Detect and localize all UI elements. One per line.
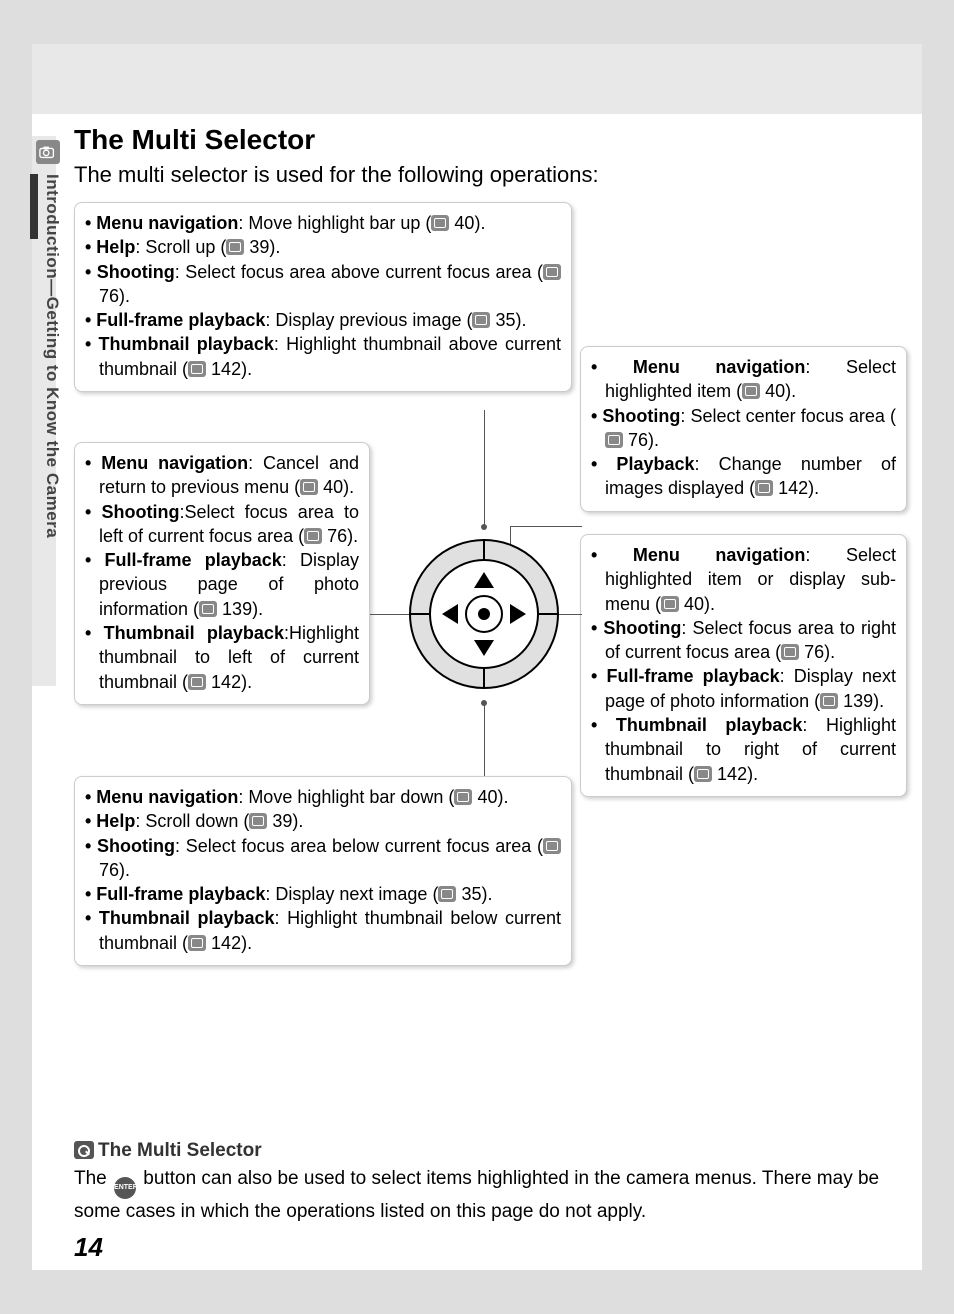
manual-page: Introduction—Getting to Know the Camera … — [32, 44, 922, 1270]
list-item: • Help: Scroll down ( 39). — [85, 809, 561, 833]
footer-note: The Multi Selector The ENTER button can … — [74, 1140, 912, 1225]
magnifier-icon — [74, 1141, 94, 1159]
item-label: • Help — [85, 811, 135, 831]
list-item: • Full-frame playback: Display next page… — [591, 664, 896, 713]
page-ref-icon — [694, 766, 712, 782]
callout-center: • Menu navigation: Select highlighted it… — [580, 346, 907, 512]
page-ref-icon — [755, 480, 773, 496]
page-ref-icon — [742, 383, 760, 399]
list-item: • Menu navigation: Select highlighted it… — [591, 543, 896, 616]
item-label: • Full-frame playback — [591, 666, 780, 686]
page-ref-icon — [472, 312, 490, 328]
leader-up — [484, 410, 485, 528]
list-item: • Shooting: Select focus area above curr… — [85, 260, 561, 309]
item-label: • Shooting — [85, 502, 179, 522]
camera-icon — [36, 140, 60, 164]
list-item: • Full-frame playback: Display next imag… — [85, 882, 561, 906]
footer-title: The Multi Selector — [98, 1140, 262, 1161]
list-item: • Thumbnail playback: Highlight thumbnai… — [591, 713, 896, 786]
page-number: 14 — [74, 1232, 103, 1263]
item-label: • Shooting — [85, 836, 175, 856]
list-item: • Menu navigation: Move highlight bar do… — [85, 785, 561, 809]
item-label: • Shooting — [85, 262, 175, 282]
item-label: • Menu navigation — [85, 453, 248, 473]
list-item: • Full-frame playback: Display previous … — [85, 308, 561, 332]
list-item: • Shooting: Select focus area to right o… — [591, 616, 896, 665]
item-label: • Shooting — [591, 618, 681, 638]
item-label: • Menu navigation — [591, 545, 805, 565]
list-center: • Menu navigation: Select highlighted it… — [591, 355, 896, 501]
page-ref-icon — [249, 813, 267, 829]
footer-post: button can also be used to select items … — [74, 1168, 879, 1222]
list-item: • Thumbnail playback: Highlight thumbnai… — [85, 906, 561, 955]
footer-pre: The — [74, 1168, 112, 1189]
list-right: • Menu navigation: Select highlighted it… — [591, 543, 896, 786]
item-label: • Thumbnail playback — [85, 908, 275, 928]
page-ref-icon — [661, 596, 679, 612]
list-item: • Menu navigation: Select highlighted it… — [591, 355, 896, 404]
item-label: • Menu navigation — [85, 213, 238, 233]
page-ref-icon — [199, 601, 217, 617]
list-item: • Full-frame playback: Display previous … — [85, 548, 359, 621]
enter-button-icon: ENTER — [114, 1177, 136, 1199]
multi-selector-diagram — [392, 522, 576, 706]
list-left: • Menu navigation: Cancel and return to … — [85, 451, 359, 694]
item-label: • Thumbnail playback — [85, 334, 274, 354]
item-label: • Thumbnail playback — [591, 715, 802, 735]
list-item: • Thumbnail playback: Highlight thumbnai… — [85, 332, 561, 381]
page-ref-icon — [438, 886, 456, 902]
callout-down: • Menu navigation: Move highlight bar do… — [74, 776, 572, 966]
page-ref-icon — [188, 674, 206, 690]
item-label: • Menu navigation — [591, 357, 805, 377]
page-ref-icon — [781, 644, 799, 660]
list-up: • Menu navigation: Move highlight bar up… — [85, 211, 561, 381]
page-title: The Multi Selector — [74, 124, 315, 156]
footer-body: The ENTER button can also be used to sel… — [74, 1166, 912, 1225]
leader-down — [484, 704, 485, 776]
side-marker — [30, 174, 38, 239]
callout-left: • Menu navigation: Cancel and return to … — [74, 442, 370, 705]
page-ref-icon — [605, 432, 623, 448]
header-band — [32, 44, 922, 114]
page-ref-icon — [820, 693, 838, 709]
page-ref-icon — [543, 264, 561, 280]
item-label: • Full-frame playback — [85, 550, 282, 570]
page-ref-icon — [304, 528, 322, 544]
item-label: • Playback — [591, 454, 695, 474]
item-label: • Full-frame playback — [85, 884, 265, 904]
item-label: • Full-frame playback — [85, 310, 265, 330]
list-item: • Playback: Change number of images disp… — [591, 452, 896, 501]
list-item: • Thumbnail playback:Highlight thumbnail… — [85, 621, 359, 694]
page-ref-icon — [543, 838, 561, 854]
page-ref-icon — [188, 361, 206, 377]
item-label: • Help — [85, 237, 135, 257]
list-item: • Shooting: Select center focus area ( 7… — [591, 404, 896, 453]
page-ref-icon — [300, 479, 318, 495]
list-item: • Menu navigation: Cancel and return to … — [85, 451, 359, 500]
page-ref-icon — [188, 935, 206, 951]
list-item: • Menu navigation: Move highlight bar up… — [85, 211, 561, 235]
intro-text: The multi selector is used for the follo… — [74, 162, 599, 188]
list-down: • Menu navigation: Move highlight bar do… — [85, 785, 561, 955]
page-ref-icon — [454, 789, 472, 805]
callout-up: • Menu navigation: Move highlight bar up… — [74, 202, 572, 392]
callout-right: • Menu navigation: Select highlighted it… — [580, 534, 907, 797]
list-item: • Help: Scroll up ( 39). — [85, 235, 561, 259]
list-item: • Shooting:Select focus area to left of … — [85, 500, 359, 549]
list-item: • Shooting: Select focus area below curr… — [85, 834, 561, 883]
side-chapter-label: Introduction—Getting to Know the Camera — [38, 174, 62, 674]
page-ref-icon — [226, 239, 244, 255]
item-label: • Menu navigation — [85, 787, 238, 807]
item-label: • Shooting — [591, 406, 680, 426]
page-ref-icon — [431, 215, 449, 231]
item-label: • Thumbnail playback — [85, 623, 284, 643]
